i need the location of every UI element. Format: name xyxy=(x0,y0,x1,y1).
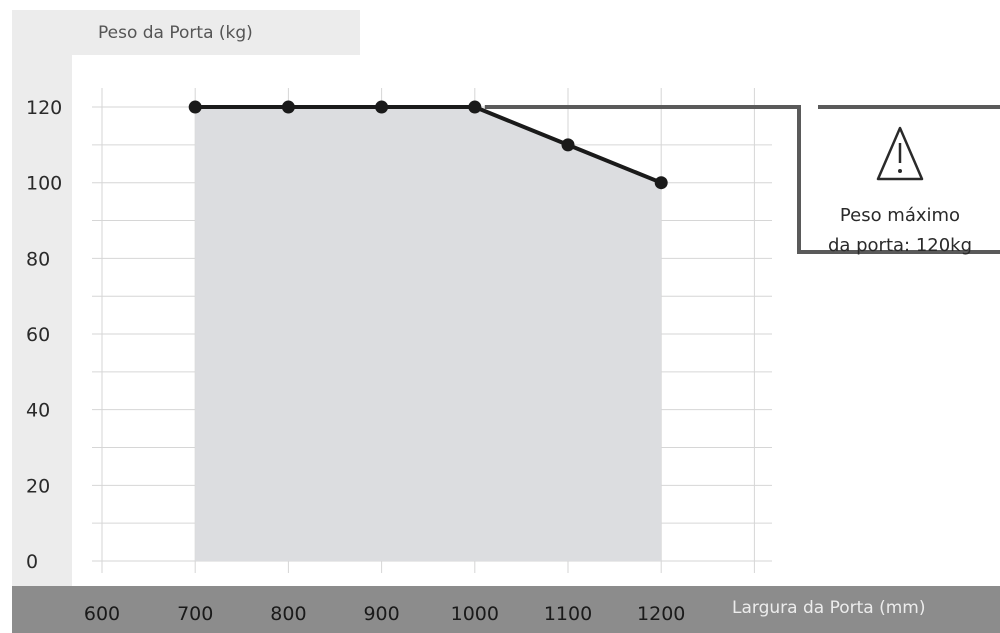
x-axis-band xyxy=(12,586,1000,633)
series-layer xyxy=(188,100,668,190)
x-tick-label: 600 xyxy=(84,603,120,625)
annotation: Peso máximo da porta: 120kg xyxy=(484,105,1000,256)
data-point xyxy=(468,100,482,114)
y-tick-label: 20 xyxy=(26,475,50,497)
annotation-text-line2: da porta: 120kg xyxy=(828,235,972,256)
x-axis-title: Largura da Porta (mm) xyxy=(732,598,925,618)
data-point xyxy=(561,138,575,152)
warning-triangle-icon xyxy=(876,126,924,181)
y-tick-labels: 0 20 40 60 80 100 120 xyxy=(26,97,62,573)
y-tick-label: 100 xyxy=(26,173,62,195)
data-point xyxy=(375,100,389,114)
annotation-text-line1: Peso máximo xyxy=(840,205,960,226)
y-axis-title-band xyxy=(12,10,360,55)
data-point xyxy=(654,176,668,190)
y-axis-title: Peso da Porta (kg) xyxy=(98,23,253,43)
y-tick-label: 80 xyxy=(26,248,50,270)
data-point xyxy=(188,100,202,114)
series-area xyxy=(195,107,662,561)
area-layer xyxy=(195,107,662,561)
x-tick-labels: 600 700 800 900 1000 1100 1200 xyxy=(84,603,686,625)
y-tick-label: 120 xyxy=(26,97,62,119)
y-tick-label: 60 xyxy=(26,324,50,346)
data-point xyxy=(281,100,295,114)
x-tick-label: 1100 xyxy=(544,603,592,625)
x-tick-label: 900 xyxy=(363,603,399,625)
series-line xyxy=(195,105,662,185)
x-tick-label: 1200 xyxy=(637,603,685,625)
y-tick-label: 40 xyxy=(26,400,50,422)
y-axis-band xyxy=(12,55,72,586)
x-tick-label: 800 xyxy=(270,603,306,625)
y-tick-label: 0 xyxy=(26,551,38,573)
x-tick-label: 1000 xyxy=(451,603,499,625)
x-tick-label: 700 xyxy=(177,603,213,625)
annotation-outline xyxy=(484,105,1000,254)
